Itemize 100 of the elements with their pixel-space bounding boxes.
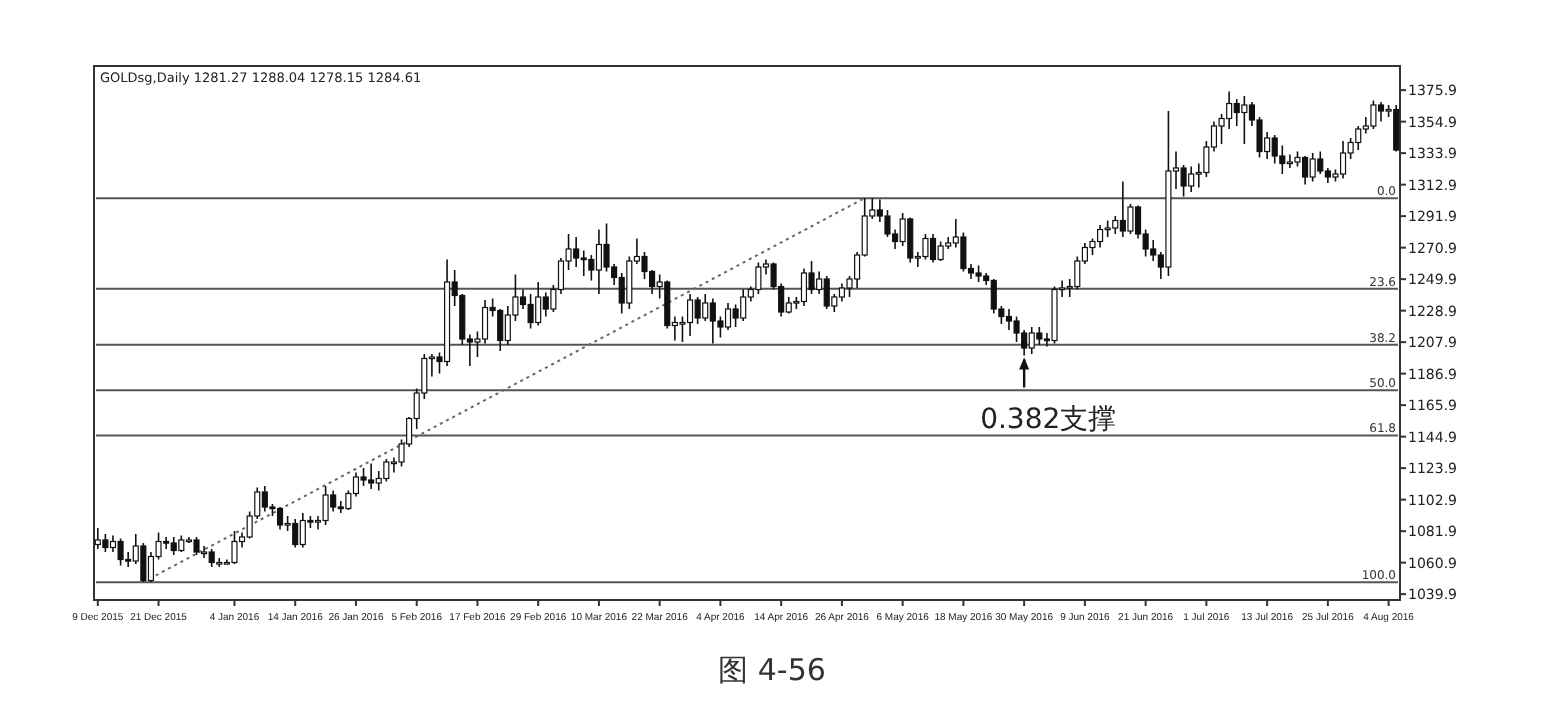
candlestick: [686, 293, 694, 337]
candlestick: [892, 228, 899, 250]
candlestick: [709, 297, 716, 345]
candlestick: [588, 254, 595, 282]
candlestick: [618, 272, 625, 315]
candlestick: [899, 212, 906, 247]
candlestick: [1370, 99, 1377, 130]
candlestick: [314, 515, 322, 531]
candlestick: [1188, 165, 1195, 193]
candlestick: [201, 545, 208, 559]
candlestick: [504, 305, 511, 346]
candlestick: [1081, 242, 1088, 265]
candlestick: [542, 291, 549, 318]
candlestick: [428, 353, 435, 378]
candlestick: [671, 315, 678, 342]
candlestick: [352, 471, 360, 498]
candlestick: [519, 288, 527, 310]
candlestick: [1264, 131, 1271, 160]
candlestick: [1074, 255, 1081, 291]
candlestick: [132, 533, 139, 565]
candlestick: [94, 527, 101, 550]
annotation: 0.382支撑: [980, 403, 1117, 436]
candlestick: [1302, 155, 1309, 186]
candlestick: [1021, 329, 1028, 357]
caption: 图 4-56: [718, 652, 826, 688]
candlestick: [557, 257, 565, 295]
candlestick: [1134, 204, 1142, 240]
candlestick: [626, 255, 633, 310]
candlestick: [611, 263, 618, 286]
candlestick: [816, 270, 823, 295]
candlestick: [808, 260, 815, 295]
candlestick: [1043, 332, 1050, 348]
candlestick: [527, 293, 534, 330]
candlestick: [694, 296, 701, 325]
candlestick: [1286, 153, 1293, 169]
candlestick: [292, 518, 299, 549]
candlestick: [550, 284, 557, 313]
candlestick: [800, 267, 808, 307]
candlestick: [1248, 101, 1255, 127]
candlestick: [1142, 228, 1149, 258]
candlestick: [732, 303, 739, 328]
candlestick: [990, 278, 997, 315]
candlestick: [368, 462, 375, 490]
candlestick: [778, 282, 785, 318]
candlestick: [1097, 224, 1104, 249]
candlestick: [633, 237, 640, 265]
candlestick: [1339, 140, 1347, 180]
candlestick: [231, 530, 238, 565]
candlestick: [573, 236, 580, 268]
candlestick: [466, 333, 473, 367]
candlestick: [497, 308, 504, 352]
candlestick: [1241, 95, 1248, 145]
candlestick: [1195, 162, 1202, 189]
candlestick: [1362, 116, 1369, 135]
candlestick: [914, 251, 921, 268]
candlestick: [1119, 180, 1126, 238]
candlestick: [1317, 150, 1324, 175]
candlestick: [1233, 98, 1240, 127]
candlestick: [337, 500, 344, 514]
candlestick: [436, 351, 443, 375]
candlestick: [125, 551, 132, 568]
candlestick: [740, 288, 747, 322]
candlestick: [937, 240, 944, 262]
candlestick: [276, 506, 284, 531]
candlestick: [1309, 152, 1316, 183]
candlestick: [261, 485, 268, 513]
candlestick: [1157, 251, 1164, 280]
candlestick: [1028, 326, 1035, 355]
candlestick: [375, 470, 382, 492]
candlestick: [922, 233, 929, 261]
candlestick: [724, 302, 732, 331]
candlestick: [952, 218, 959, 249]
candlestick: [861, 197, 868, 258]
candlestick: [390, 456, 397, 474]
candlestick: [1172, 150, 1180, 190]
candlestick: [876, 198, 883, 223]
candlestick: [869, 197, 876, 220]
candlestick: [656, 273, 663, 300]
candlestick: [580, 249, 587, 277]
candlestick: [929, 233, 937, 264]
candlestick: [702, 293, 709, 322]
candlestick: [147, 551, 155, 583]
candlestick: [1150, 239, 1157, 262]
candlestick: [755, 261, 762, 295]
candlestick: [299, 512, 306, 549]
candlestick: [330, 489, 337, 513]
candlestick: [1271, 134, 1278, 165]
candlestick: [1005, 308, 1013, 331]
candlestick: [854, 251, 861, 289]
candlestick: [1377, 101, 1385, 123]
candlestick: [1226, 90, 1233, 130]
candlestick: [1059, 279, 1066, 298]
candlestick: [481, 299, 489, 345]
candlestick: [117, 537, 124, 567]
candlestick: [1355, 125, 1362, 151]
candlestick: [254, 486, 261, 520]
candlestick: [535, 281, 542, 327]
candlestick: [649, 269, 656, 295]
candlestick: [1210, 120, 1218, 153]
candlestick: [322, 485, 329, 526]
